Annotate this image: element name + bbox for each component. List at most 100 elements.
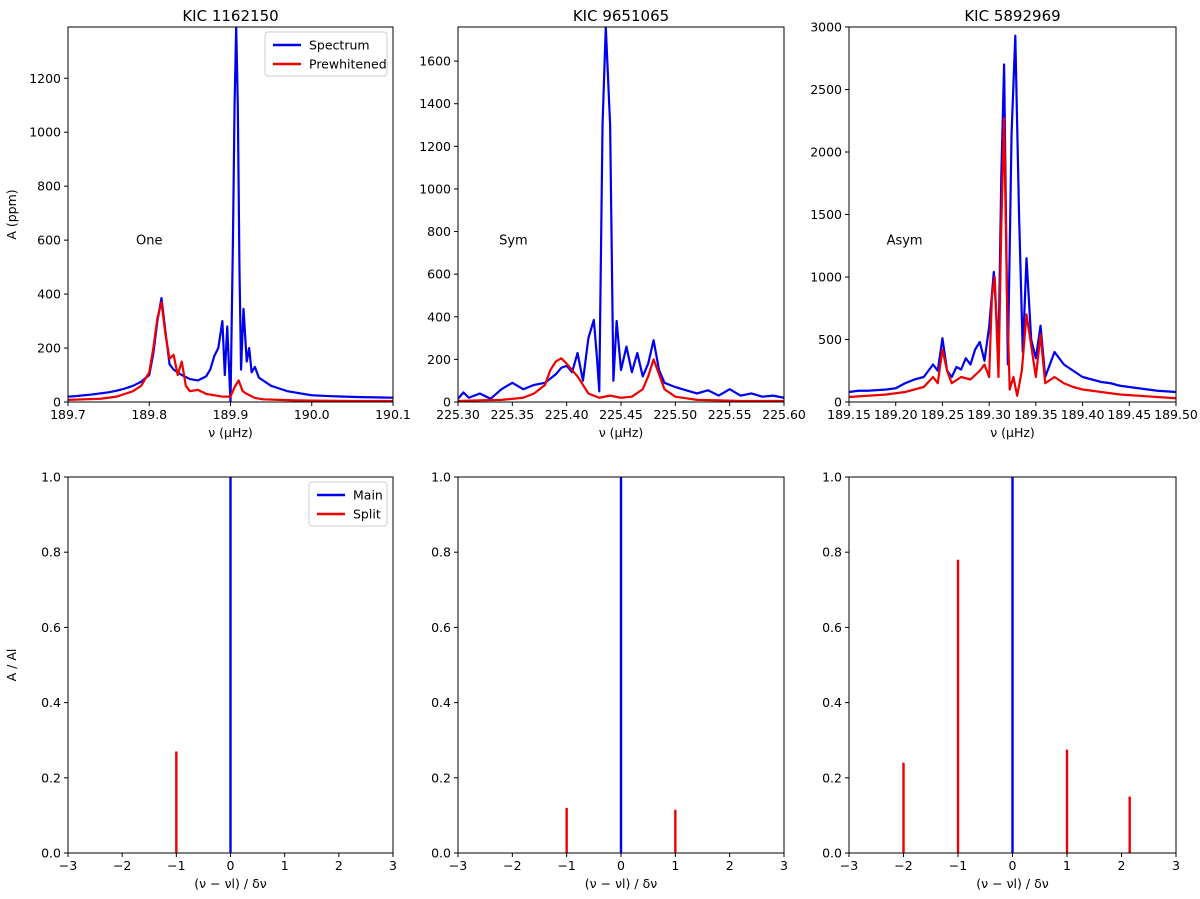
- prewhitened-line: [458, 357, 784, 402]
- x-tick-label: 189.15: [827, 407, 871, 422]
- y-tick-label: 1.0: [431, 470, 451, 485]
- axes-frame: [457, 26, 785, 403]
- x-tick-label: −2: [503, 858, 521, 873]
- x-tick-label: 190.0: [294, 407, 330, 422]
- panel-5: −3 −2 −1 0 1 2 3 0.0 0.2 0.4 0.6 0.8 1.0 (ν − νl) / δ…: [431, 470, 788, 892]
- plot-area: [68, 27, 393, 402]
- x-tick-label: 0: [227, 858, 235, 873]
- y-tick-label: 1500: [810, 207, 842, 222]
- x-tick-label: 189.40: [1061, 407, 1105, 422]
- y-tick-label: 0.8: [431, 545, 451, 560]
- x-tick-label: 225.30: [436, 407, 480, 422]
- x-tick-label: 189.30: [967, 407, 1011, 422]
- y-tick-label: 0.4: [431, 695, 451, 710]
- x-tick-label: 189.50: [1154, 407, 1198, 422]
- panel-1: 189.7 189.8 189.9 190.0 190.1 0 200 400 600 800 10…: [4, 7, 411, 440]
- prewhitened-line: [68, 301, 393, 402]
- x-axis-label: ν (μHz): [990, 425, 1035, 440]
- x-tick-label: −2: [894, 858, 912, 873]
- y-tick-label: 0.4: [822, 695, 842, 710]
- y-tick-label: 0: [443, 395, 451, 410]
- x-tick-label: 225.35: [490, 407, 534, 422]
- y-tick-label: 800: [37, 179, 61, 194]
- x-tick-label: 189.25: [921, 407, 965, 422]
- x-tick-label: 0: [1009, 858, 1017, 873]
- y-tick-label: 0.0: [431, 846, 451, 861]
- x-tick-label: −1: [557, 858, 575, 873]
- y-tick-label: 0.0: [41, 846, 61, 861]
- y-tick-label: 0.8: [822, 545, 842, 560]
- y-tick-label: 200: [37, 341, 61, 356]
- x-tick-label: 1: [281, 858, 289, 873]
- y-tick-label: 1200: [29, 71, 61, 86]
- y-axis-label: A (ppm): [4, 189, 19, 239]
- panel-title: KIC 1162150: [182, 7, 278, 25]
- y-tick-label: 0.6: [822, 620, 842, 635]
- x-axis-label: ν (μHz): [599, 425, 644, 440]
- plot-area: [458, 27, 784, 402]
- y-tick-label: 0.6: [431, 620, 451, 635]
- x-tick-label: 225.45: [599, 407, 643, 422]
- y-tick-label: 1000: [810, 270, 842, 285]
- panel-6: −3 −2 −1 0 1 2 3 0.0 0.2 0.4 0.6 0.8 1.0 (ν − νl) / δ…: [822, 470, 1180, 892]
- spectrum-line: [458, 27, 784, 400]
- y-tick-label: 1200: [419, 139, 451, 154]
- x-tick-label: 189.8: [131, 407, 167, 422]
- y-tick-label: 0.0: [822, 846, 842, 861]
- case-annotation: Asym: [887, 234, 923, 249]
- legend-label: Split: [353, 507, 381, 522]
- x-tick-label: 225.50: [653, 407, 697, 422]
- x-tick-label: 0: [617, 858, 625, 873]
- plot-area: [175, 477, 232, 853]
- x-tick-label: 190.1: [375, 407, 411, 422]
- y-tick-label: 1400: [419, 96, 451, 111]
- y-tick-label: 1600: [419, 54, 451, 69]
- x-tick-label: −3: [59, 858, 77, 873]
- x-axis-label: (ν − νl) / δν: [585, 876, 657, 891]
- x-tick-label: 1: [671, 858, 679, 873]
- spectrum-line: [68, 27, 393, 402]
- panel-2: 225.30 225.35 225.40 225.45 225.50 225.55 225.…: [419, 7, 806, 440]
- plot-area: [565, 477, 677, 853]
- spectrum-line: [849, 34, 1176, 394]
- y-tick-label: 600: [427, 267, 451, 282]
- y-tick-label: 0.2: [822, 770, 842, 785]
- y-tick-label: 0.8: [41, 545, 61, 560]
- legend-label: Main: [353, 488, 383, 503]
- panel-4: −3 −2 −1 0 1 2 3 0.0 0.2 0.4 0.6 0.8 1.0 (ν − νl) / δ…: [4, 470, 397, 892]
- y-tick-label: 600: [37, 233, 61, 248]
- y-tick-label: 400: [427, 309, 451, 324]
- y-axis-label: A / Al: [4, 649, 19, 682]
- y-tick-label: 200: [427, 352, 451, 367]
- x-tick-label: 225.40: [545, 407, 589, 422]
- x-tick-label: 189.45: [1107, 407, 1151, 422]
- x-tick-label: −1: [167, 858, 185, 873]
- legend-label: Prewhitened: [309, 57, 387, 72]
- y-tick-label: 2500: [810, 82, 842, 97]
- case-annotation: Sym: [499, 234, 528, 249]
- legend: Main Split: [308, 481, 388, 527]
- y-tick-label: 400: [37, 287, 61, 302]
- y-tick-label: 0.2: [41, 770, 61, 785]
- y-tick-label: 1000: [419, 181, 451, 196]
- x-tick-label: −3: [840, 858, 858, 873]
- x-axis-label: (ν − νl) / δν: [194, 876, 266, 891]
- x-tick-label: 2: [335, 858, 343, 873]
- x-tick-label: 2: [1118, 858, 1126, 873]
- case-annotation: One: [136, 234, 162, 249]
- x-tick-label: 189.20: [874, 407, 918, 422]
- x-tick-label: −1: [949, 858, 967, 873]
- x-tick-label: 2: [726, 858, 734, 873]
- x-tick-label: −3: [449, 858, 467, 873]
- x-tick-label: −2: [113, 858, 131, 873]
- legend: Spectrum Prewhitened: [264, 31, 388, 77]
- y-tick-label: 3000: [810, 20, 842, 35]
- plot-area: [849, 34, 1176, 400]
- x-tick-label: 189.7: [50, 407, 86, 422]
- y-tick-label: 2000: [810, 145, 842, 160]
- x-tick-label: 225.55: [708, 407, 752, 422]
- panel-title: KIC 5892969: [964, 7, 1060, 25]
- plot-area: [902, 477, 1131, 853]
- x-tick-label: 3: [780, 858, 788, 873]
